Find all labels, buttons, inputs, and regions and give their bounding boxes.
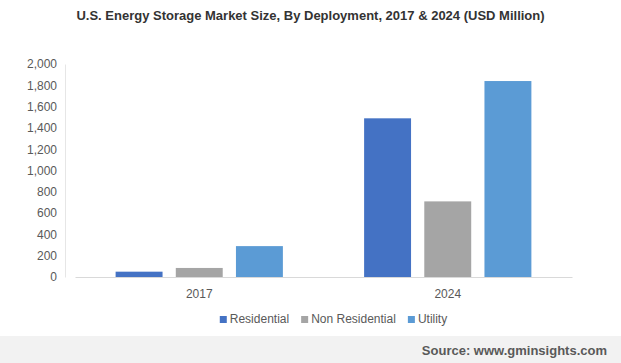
legend: Residential Non Residential Utility	[220, 312, 447, 326]
bar	[236, 246, 283, 277]
title: U.S. Energy Storage Market Size, By Depl…	[76, 8, 544, 23]
bars	[116, 81, 532, 277]
y-tick: 400	[37, 228, 65, 242]
legend-swatch	[220, 316, 227, 323]
y-axis-line	[65, 65, 66, 278]
y-tick: 800	[37, 185, 65, 199]
legend-label: Utility	[418, 312, 447, 326]
legend-swatch	[408, 316, 415, 323]
source: Source: www.gminsights.com	[422, 343, 607, 358]
legend-swatch	[301, 316, 308, 323]
y-tick-label: 600	[37, 206, 57, 220]
legend-label: Residential	[230, 312, 289, 326]
y-tick-label: 1,800	[27, 79, 57, 93]
y-tick-label: 0	[50, 270, 57, 284]
x-tick-label: 2024	[434, 287, 461, 301]
y-tick-label: 1,000	[27, 164, 57, 178]
x-axis: 2017 2024	[76, 277, 573, 301]
y-tick-label: 1,200	[27, 143, 57, 157]
y-tick: 1,000	[27, 164, 65, 178]
y-tick-label: 1,400	[27, 121, 57, 135]
y-tick: 2,000	[27, 57, 65, 71]
y-tick-label: 200	[37, 249, 57, 263]
y-tick: 0	[50, 270, 65, 284]
y-tick: 1,600	[27, 100, 65, 114]
y-tick-label: 1,600	[27, 100, 57, 114]
y-tick: 1,800	[27, 79, 65, 93]
y-tick-label: 2,000	[27, 57, 57, 71]
x-tick: 2017	[186, 277, 213, 301]
bar	[484, 81, 531, 277]
source-bar	[0, 336, 621, 363]
bar	[176, 268, 223, 277]
y-axis: 0 200 400 600 800 1,000 1,200 1,400 1,600 1,800 2,…	[27, 57, 66, 284]
y-tick: 200	[37, 249, 65, 263]
legend-item: Residential	[220, 312, 289, 326]
y-tick: 600	[37, 206, 65, 220]
bar	[116, 272, 163, 277]
y-tick: 1,400	[27, 121, 65, 135]
bar	[364, 118, 411, 277]
legend-item: Non Residential	[301, 312, 396, 326]
y-tick-label: 800	[37, 185, 57, 199]
y-tick-label: 400	[37, 228, 57, 242]
x-tick: 2024	[434, 277, 461, 301]
legend-item: Utility	[408, 312, 447, 326]
x-axis-line	[76, 277, 573, 278]
x-tick-label: 2017	[186, 287, 213, 301]
y-tick: 1,200	[27, 143, 65, 157]
legend-label: Non Residential	[311, 312, 396, 326]
chart: U.S. Energy Storage Market Size, By Depl…	[0, 0, 621, 363]
bar	[424, 201, 471, 277]
